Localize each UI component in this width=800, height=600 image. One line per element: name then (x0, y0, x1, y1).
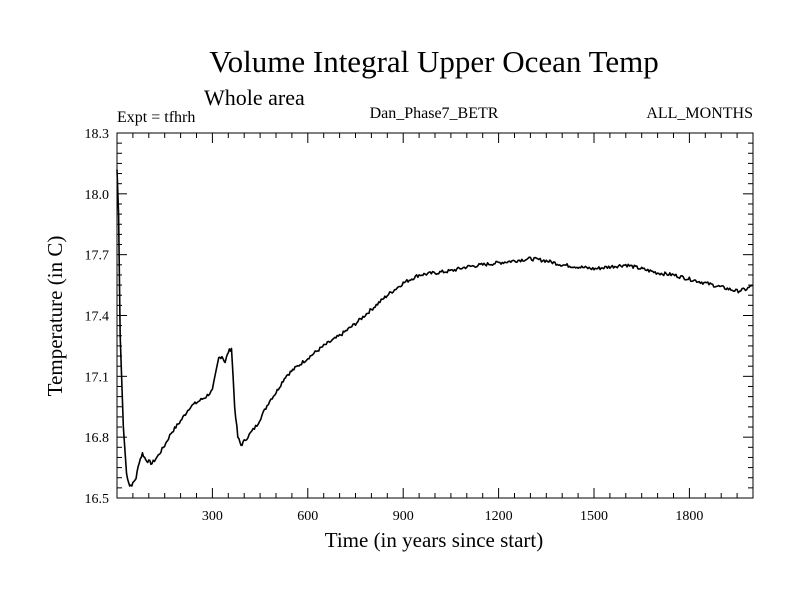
y-tick-label: 17.1 (85, 370, 110, 385)
header-texts: Volume Integral Upper Ocean Temp Whole a… (117, 44, 753, 126)
x-axis-label: Time (in years since start) (325, 528, 544, 552)
x-tick-labels: 300 600 900 1200 1500 1800 (202, 509, 704, 524)
expt-label: Expt = tfhrh (117, 109, 195, 126)
plot-frame (116, 132, 754, 499)
y-tick-label: 17.4 (85, 310, 110, 325)
y-tick-label: 16.5 (85, 492, 110, 507)
x-tick-label: 1800 (675, 509, 703, 524)
y-tick-label: 18.3 (85, 127, 110, 142)
x-tick-label: 900 (393, 509, 414, 524)
y-axis-label: Temperature (in C) (43, 236, 67, 397)
y-tick-label: 18.0 (85, 188, 110, 203)
x-tick-label: 300 (202, 509, 223, 524)
x-tick-label: 600 (297, 509, 318, 524)
y-tick-labels: 16.5 16.8 17.1 17.4 17.7 18.0 18.3 (85, 127, 110, 507)
chart-subtitle: Whole area (204, 85, 305, 110)
x-tick-label: 1200 (485, 509, 513, 524)
run-label: Dan_Phase7_BETR (370, 105, 499, 122)
chart-title: Volume Integral Upper Ocean Temp (209, 44, 659, 79)
months-label: ALL_MONTHS (646, 105, 753, 122)
y-tick-label: 17.7 (85, 249, 110, 264)
x-tick-label: 1500 (580, 509, 608, 524)
axis-ticks (117, 133, 753, 498)
temperature-series-line (116, 169, 754, 487)
y-tick-label: 16.8 (85, 431, 110, 446)
